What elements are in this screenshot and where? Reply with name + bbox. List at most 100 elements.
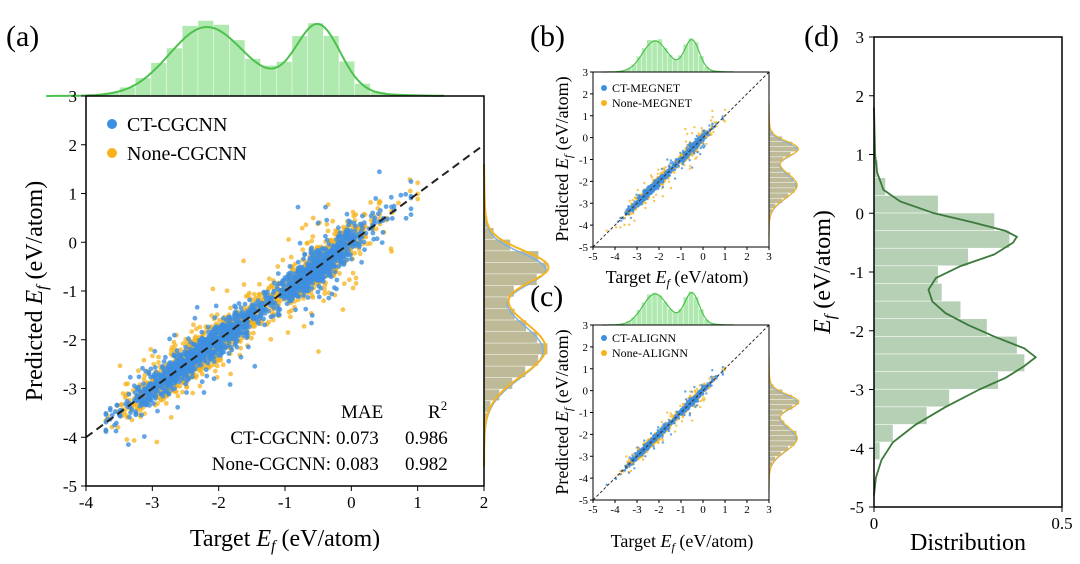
none-point	[688, 167, 691, 170]
marginal-right-bar	[484, 285, 514, 297]
marginal-right-bar	[484, 297, 508, 309]
none-point	[251, 291, 257, 297]
ct-point	[259, 301, 265, 306]
none-point	[322, 291, 328, 296]
ct-point	[148, 397, 154, 403]
none-point	[178, 347, 184, 353]
ct-point	[302, 252, 308, 257]
x-tick-label: -2	[654, 251, 663, 263]
ct-point	[316, 294, 322, 300]
ct-point	[175, 404, 181, 410]
ct-point	[207, 356, 213, 362]
y-tick-label: -4	[579, 220, 589, 232]
ct-point	[186, 366, 192, 371]
x-tick-label: -1	[676, 251, 685, 263]
none-point	[367, 241, 373, 246]
ct-point	[664, 170, 667, 174]
marginal-top-bar	[673, 59, 678, 72]
none-point	[644, 206, 647, 210]
ct-point	[295, 259, 301, 265]
none-point	[276, 300, 282, 305]
marginal-top-bar	[292, 36, 308, 96]
none-point	[268, 336, 274, 342]
none-point	[352, 250, 358, 256]
ct-point	[160, 363, 166, 369]
ct-point	[315, 220, 321, 226]
marginal-right-bar	[484, 343, 548, 355]
ct-point	[645, 197, 649, 201]
none-point	[695, 156, 698, 159]
ct-point	[674, 158, 677, 161]
ct-point	[699, 152, 702, 156]
ct-point	[211, 359, 217, 364]
ct-point	[308, 250, 314, 255]
ct-point	[362, 247, 367, 253]
none-point	[693, 126, 696, 129]
none-point	[241, 258, 247, 264]
ct-point	[309, 245, 314, 251]
x-tick-label: -4	[610, 251, 620, 263]
y-tick-label: -5	[63, 477, 77, 496]
panel-b-x-ticks: -5 -4 -3 -2 -1 0 1 2 3	[588, 247, 772, 263]
ct-point	[204, 373, 210, 379]
panel-a-scatter-points	[103, 169, 421, 447]
ct-point	[665, 177, 668, 180]
ct-point	[212, 315, 218, 320]
none-point	[673, 171, 676, 174]
ct-point	[242, 301, 248, 307]
panel-b-legend-ct: CT-MEGNET	[612, 81, 681, 95]
ct-point	[163, 354, 168, 360]
panel-b-scatter-points	[605, 108, 727, 232]
ct-point	[210, 333, 216, 339]
ct-point	[631, 210, 635, 213]
y-tick-label: 1	[69, 185, 78, 204]
none-point	[688, 164, 692, 168]
none-point	[657, 168, 660, 171]
marginal-right-curve-none	[483, 164, 550, 467]
ct-point	[301, 292, 307, 298]
none-point	[172, 343, 178, 348]
ct-point	[148, 381, 154, 387]
none-point	[300, 247, 306, 253]
none-point	[191, 322, 196, 328]
none-point	[415, 196, 421, 202]
ct-point	[305, 280, 311, 286]
ct-point	[627, 212, 630, 216]
ct-point	[199, 344, 205, 350]
ct-point	[703, 144, 706, 148]
panel-b-marginal-top	[601, 38, 734, 73]
ct-point	[333, 243, 339, 249]
none-point	[266, 276, 272, 282]
none-point	[350, 285, 356, 291]
ct-point	[656, 178, 660, 181]
none-point	[669, 186, 673, 190]
ct-point	[704, 136, 707, 140]
stats-header-mae: MAE	[341, 402, 383, 423]
ct-point	[275, 309, 281, 315]
none-point	[131, 438, 137, 443]
stats-header-r2: R2	[428, 398, 447, 423]
none-point	[141, 357, 147, 363]
ct-point	[261, 307, 267, 313]
stats-row-none-model: None-CGCNN:	[212, 454, 331, 475]
ct-point	[213, 324, 219, 330]
none-point	[353, 275, 359, 281]
none-point	[156, 354, 161, 360]
ct-point	[127, 374, 133, 380]
ct-point	[372, 218, 377, 223]
ct-point	[229, 334, 235, 340]
ct-point	[334, 277, 340, 283]
none-point	[180, 341, 186, 346]
none-point	[220, 362, 226, 368]
ct-point	[696, 144, 700, 148]
ct-point	[152, 348, 158, 354]
ct-point	[233, 318, 239, 324]
marginal-right-bar	[484, 389, 500, 401]
marginal-top-bar	[260, 65, 277, 96]
ct-point	[201, 390, 207, 395]
ct-point	[679, 151, 682, 155]
ct-point	[249, 302, 255, 308]
none-point	[396, 200, 401, 206]
ct-point	[374, 236, 380, 242]
